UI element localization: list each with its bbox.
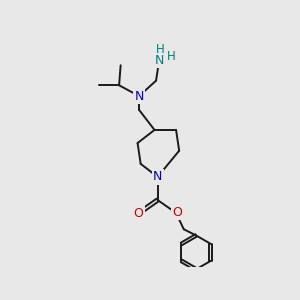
Text: O: O [134,207,143,220]
Text: H: H [167,50,176,62]
Text: N: N [153,170,162,183]
Text: N: N [134,90,144,103]
Text: H: H [156,44,165,56]
Text: N: N [154,54,164,67]
Text: O: O [172,206,182,219]
